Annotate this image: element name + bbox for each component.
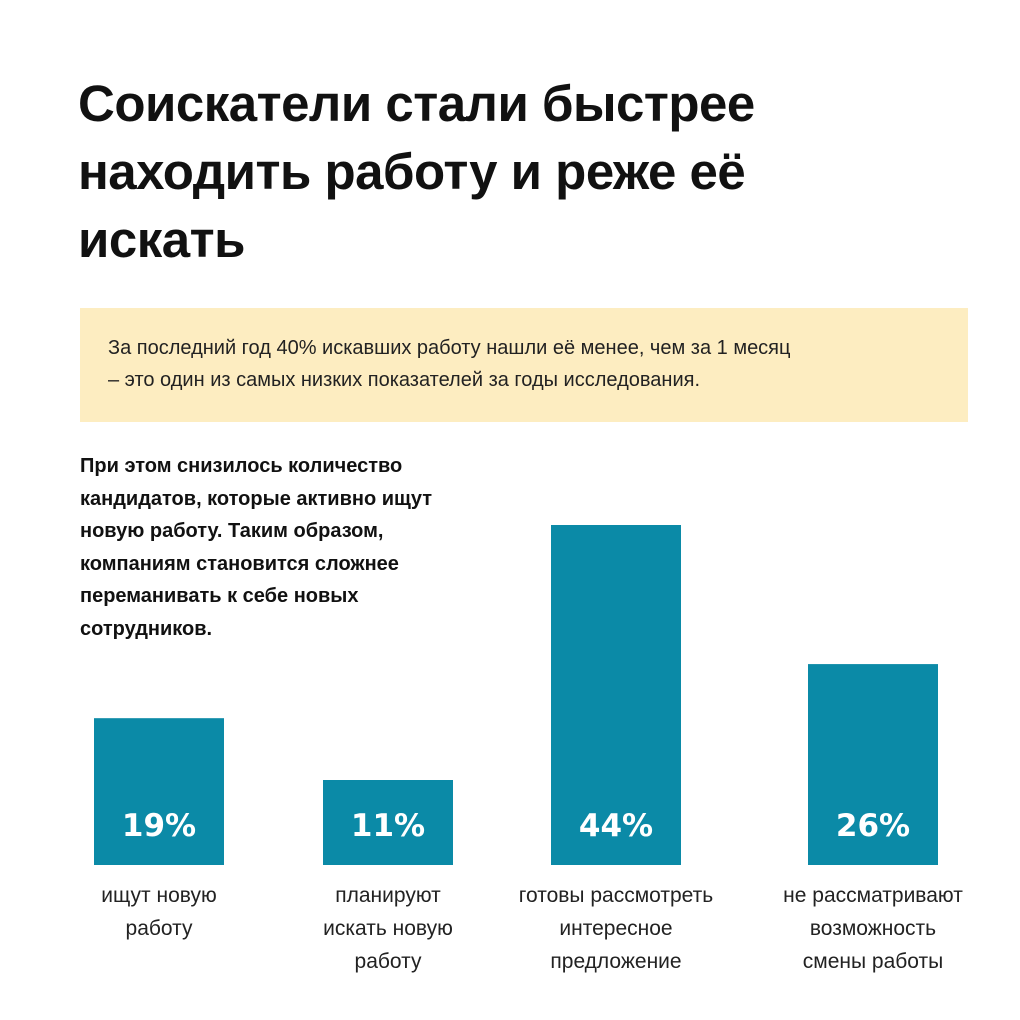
callout-line-2: – это один из самых низких показателей з… — [108, 369, 701, 391]
category-label-3: готовы рассмотреть интересное предложение — [496, 879, 736, 978]
bar-1 — [94, 718, 224, 865]
category-label-4: не рассматривают возможность смены работы — [753, 879, 993, 978]
category-label-1-line-1: ищут новую — [101, 884, 217, 907]
category-label-3-line-1: готовы рассмотреть — [518, 884, 714, 907]
note-line-3: новую работу. Таким образом, — [80, 520, 384, 542]
page-title: Соискатели стали быстрее находить работу… — [78, 70, 958, 274]
bar-2 — [323, 780, 453, 865]
title-line-3: искать — [78, 211, 245, 268]
category-label-3-line-2: интересное — [559, 917, 673, 940]
note-line-6: сотрудников. — [80, 617, 213, 640]
note-line-1: При этом снизилось количество — [80, 455, 403, 477]
category-label-3-line-3: предложение — [550, 950, 682, 973]
callout-line-1: За последний год 40% искавших работу наш… — [108, 337, 791, 359]
category-label-1: ищут новую работу — [39, 879, 279, 945]
category-label-2-line-3: работу — [354, 950, 422, 973]
bar-value-label-2: 11% — [351, 808, 425, 844]
bar-value-label-1: 19% — [122, 808, 196, 844]
note-line-4: компаниям становится сложнее — [80, 552, 399, 575]
category-label-4-line-1: не рассматривают — [783, 884, 963, 907]
bar-4 — [808, 664, 938, 865]
category-label-2: планируют искать новую работу — [268, 879, 508, 978]
category-label-4-line-3: смены работы — [802, 950, 944, 973]
summary-note: При этом снизилось количество кандидатов… — [80, 450, 520, 645]
category-label-1-line-2: работу — [125, 917, 193, 940]
category-label-2-line-1: планируют — [335, 884, 441, 907]
title-line-2: находить работу и реже её — [78, 143, 746, 200]
title-line-1: Соискатели стали быстрее — [78, 75, 755, 132]
highlight-callout: За последний год 40% искавших работу наш… — [80, 308, 968, 422]
note-line-2: кандидатов, которые активно ищут — [80, 487, 433, 510]
bar-value-label-3: 44% — [579, 808, 653, 844]
bar-3 — [551, 525, 681, 865]
note-line-5: переманивать к себе новых — [80, 585, 359, 607]
category-label-2-line-2: искать новую — [323, 917, 453, 940]
bar-value-label-4: 26% — [836, 808, 910, 844]
category-label-4-line-2: возможность — [809, 917, 937, 940]
